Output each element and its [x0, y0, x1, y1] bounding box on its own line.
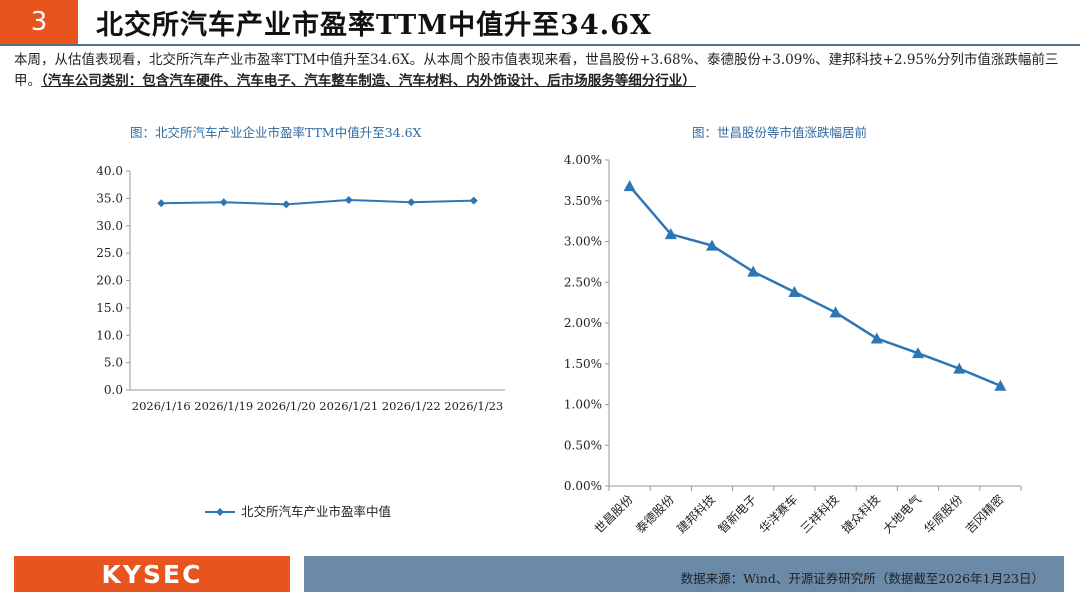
y-tick-label: 2.00% [564, 316, 602, 330]
y-tick-label: 3.00% [564, 235, 602, 249]
summary-highlight: （汽车公司类别：包含汽车硬件、汽车电子、汽车整车制造、汽车材料、内外饰设计、后市… [41, 73, 696, 89]
y-tick-label: 40.0 [96, 164, 123, 178]
data-point [747, 265, 760, 277]
slide-number: 3 [0, 0, 78, 44]
y-tick-label: 0.00% [564, 479, 602, 493]
y-tick-label: 15.0 [96, 301, 123, 315]
y-tick-label: 10.0 [96, 328, 123, 342]
legend-marker [216, 508, 224, 516]
x-category-label: 吉冈精密 [962, 492, 1007, 537]
x-category-label: 建邦科技 [674, 492, 718, 536]
x-category-label: 华洋赛车 [756, 492, 801, 537]
data-point [706, 239, 718, 251]
y-tick-label: 0.0 [104, 383, 123, 397]
data-point [994, 379, 1007, 391]
kysec-logo: KYSEC [14, 556, 290, 592]
y-tick-label: 0.50% [564, 438, 602, 452]
y-tick-label: 35.0 [96, 191, 123, 205]
y-tick-label: 5.0 [104, 356, 123, 370]
legend-label: 北交所汽车产业市盈率中值 [241, 504, 391, 519]
data-point [953, 362, 966, 374]
data-point [788, 286, 801, 298]
data-point [912, 347, 924, 359]
y-tick-label: 25.0 [96, 246, 123, 260]
x-tick-label: 2026/1/23 [444, 399, 503, 413]
summary-paragraph: 本周，从估值表现看，北交所汽车产业市盈率TTM中值升至34.6X。从本周个股市值… [14, 50, 1069, 92]
y-tick-label: 4.00% [564, 153, 602, 167]
data-point [407, 198, 416, 207]
data-point [870, 332, 883, 344]
x-category-label: 泰德股份 [632, 492, 677, 537]
x-category-label: 三祥科技 [798, 492, 842, 536]
data-point [219, 198, 228, 207]
data-point [623, 180, 636, 192]
page-title: 北交所汽车产业市盈率TTM中值升至34.6X [96, 10, 652, 41]
series-line [628, 185, 1001, 387]
x-tick-label: 2026/1/19 [194, 399, 253, 413]
x-category-label: 捷众科技 [839, 492, 883, 536]
series-line [161, 199, 474, 206]
footer-bar [304, 556, 1064, 592]
data-point [829, 306, 842, 318]
x-tick-label: 2026/1/20 [257, 399, 316, 413]
x-category-label: 世昌股份 [592, 492, 636, 536]
y-tick-label: 1.00% [564, 398, 602, 412]
right-chart-title: 图：世昌股份等市值涨跌幅居前 [692, 125, 868, 140]
y-tick-label: 1.50% [564, 357, 602, 371]
data-point [664, 228, 677, 240]
x-category-label: 华原股份 [921, 492, 965, 536]
x-category-label: 智新电子 [715, 492, 760, 537]
left-chart-title: 图：北交所汽车产业企业市盈率TTM中值升至34.6X [130, 125, 422, 140]
y-tick-label: 3.50% [564, 194, 602, 208]
data-point [469, 196, 478, 205]
data-point [282, 200, 291, 209]
x-category-label: 大地电气 [880, 492, 925, 537]
y-tick-label: 20.0 [96, 274, 123, 288]
x-tick-label: 2026/1/16 [132, 399, 191, 413]
title-divider [0, 44, 1080, 46]
x-tick-label: 2026/1/21 [319, 399, 378, 413]
y-tick-label: 30.0 [96, 219, 123, 233]
data-point [157, 199, 166, 208]
x-tick-label: 2026/1/22 [382, 399, 441, 413]
data-point [344, 196, 353, 205]
y-tick-label: 2.50% [564, 275, 602, 289]
summary-text: 本周，从估值表现看，北交所汽车产业市盈率TTM中值升至34.6X。从本周个股市值… [14, 52, 1059, 89]
data-source-note: 数据来源：Wind、开源证券研究所（数据截至2026年1月23日） [680, 571, 1044, 586]
